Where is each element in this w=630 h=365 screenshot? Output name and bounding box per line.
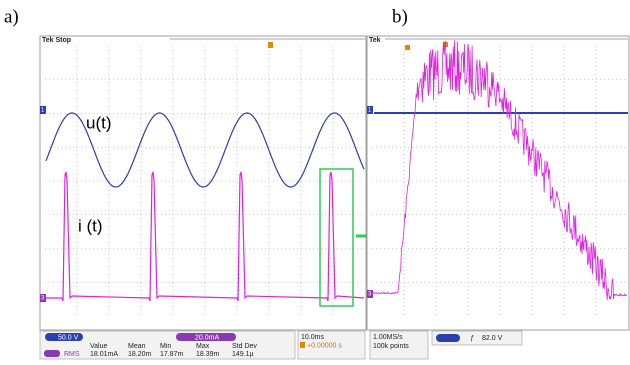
- scope-panel-a: Tek Stop 1 3 u(t) i (t): [40, 36, 366, 330]
- trigger-ch-pill: [436, 334, 460, 342]
- trigger-icon: [300, 342, 305, 348]
- panel-frame: [40, 36, 366, 330]
- measurement-value: 149.1µ: [232, 351, 254, 358]
- timebase: 10.0ms: [301, 334, 324, 341]
- column-header: Mean: [128, 343, 146, 350]
- trace-label: u(t): [86, 113, 112, 132]
- trigger-level: 82.0 V: [482, 335, 503, 342]
- panel-label: b): [392, 6, 408, 27]
- trace-label: i (t): [78, 216, 103, 235]
- scope-header: Tek: [369, 37, 381, 44]
- ch1-scale: 50.0 V: [58, 334, 79, 341]
- trigger-marker: [405, 45, 410, 50]
- column-header: Std Dev: [232, 343, 257, 350]
- ch3-scale: 20.0mA: [195, 334, 219, 341]
- measurement-value: 18.20m: [128, 351, 152, 358]
- trigger-position: +0.00000 s: [307, 342, 342, 349]
- scope-header: Tek Stop: [42, 37, 71, 44]
- measurement-value: 18.01mA: [90, 351, 118, 358]
- scope-panel-b: Tek 1 3: [367, 36, 629, 330]
- column-header: Min: [160, 343, 171, 350]
- trigger-marker: [268, 42, 273, 48]
- readouts: 50.0 V 20.0mA Value18.01mAMean18.20mMin1…: [40, 331, 522, 359]
- sample-rate: 1.00MS/s: [373, 334, 403, 341]
- figure: a) b) Tek Stop 1 3 u(t) i (t) Tek 1 3: [0, 0, 630, 360]
- row-pill: [44, 350, 60, 357]
- measurement-value: 17.87m: [160, 351, 184, 358]
- column-header: Value: [90, 343, 107, 350]
- column-header: Max: [196, 343, 210, 350]
- record-length: 100k points: [373, 343, 409, 350]
- measurement-value: 18.39m: [196, 351, 220, 358]
- row-label: RMS: [64, 351, 80, 358]
- panel-label: a): [4, 6, 19, 27]
- trigger-slope: ƒ: [470, 335, 474, 342]
- panel-frame: [367, 36, 629, 330]
